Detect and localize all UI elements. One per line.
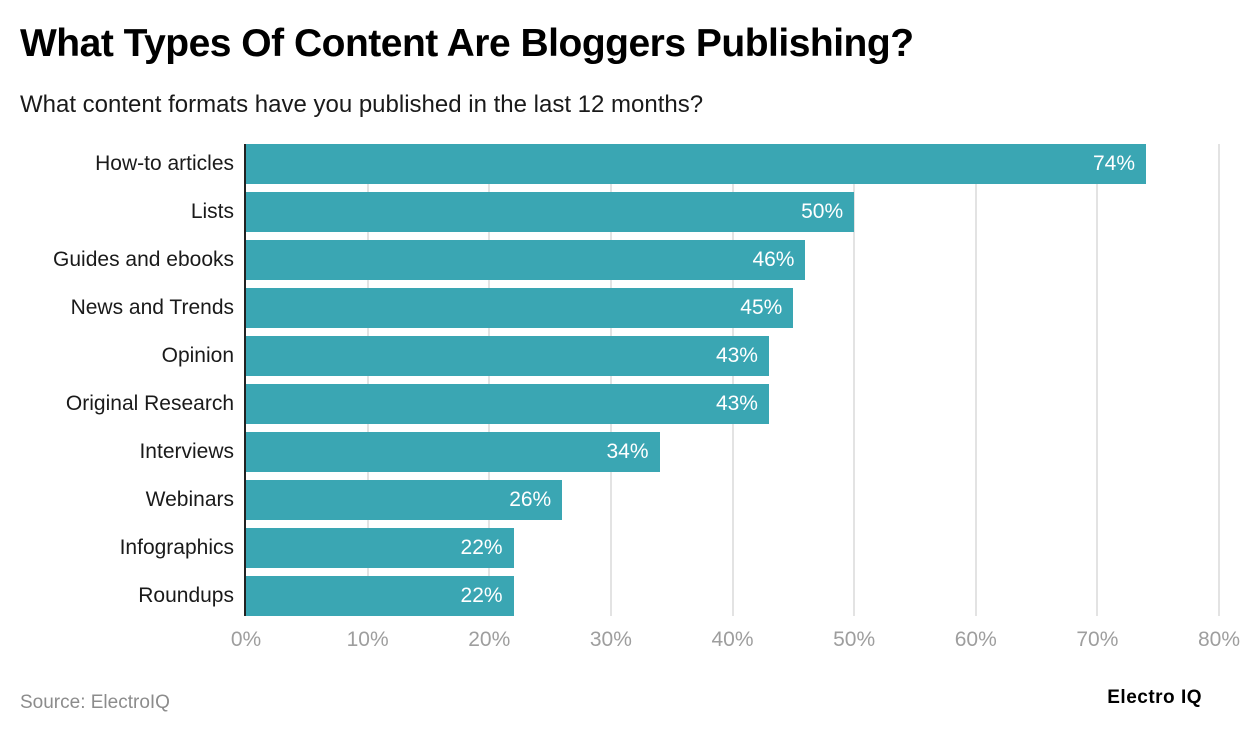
category-label: Opinion [161, 344, 234, 367]
gridline [1096, 144, 1099, 616]
gridline [974, 144, 977, 616]
chart-subtitle: What content formats have you published … [20, 91, 704, 118]
bar: 43% [246, 384, 769, 424]
x-tick-label: 0% [230, 628, 262, 651]
y-axis-line [244, 144, 246, 616]
value-label: 22% [460, 536, 503, 559]
plot-area: 0% 10% 20% 30% 40% 50% 60% 70% 80% How-to article… [53, 144, 1240, 651]
x-tick-label: 10% [346, 628, 389, 651]
bar: 22% [246, 576, 514, 616]
x-tick-label: 80% [1197, 628, 1240, 651]
category-label: Roundups [138, 584, 234, 607]
x-tick-label: 70% [1076, 628, 1119, 651]
brand-logo: Electro IQ [1107, 687, 1202, 708]
value-label: 50% [801, 200, 844, 223]
bar: 45% [246, 288, 794, 328]
value-label: 26% [509, 488, 552, 511]
bar: 26% [246, 480, 563, 520]
gridline [853, 144, 856, 616]
category-label: Webinars [145, 488, 234, 511]
x-tick-label: 40% [711, 628, 754, 651]
x-tick-label: 30% [589, 628, 632, 651]
bar: 43% [246, 336, 769, 376]
bar: 46% [246, 240, 806, 280]
category-label: News and Trends [70, 296, 234, 319]
gridline [609, 144, 612, 616]
source-note: Source: ElectroIQ [20, 692, 170, 713]
category-label: Original Research [65, 392, 234, 415]
value-label: 45% [740, 296, 783, 319]
chart-title: What Types Of Content Are Bloggers Publi… [20, 22, 914, 65]
value-label: 74% [1092, 152, 1136, 175]
value-label: 43% [715, 392, 758, 415]
x-tick-label: 50% [833, 628, 876, 651]
gridline [731, 144, 734, 616]
category-label: Interviews [139, 440, 234, 463]
category-label: How-to articles [95, 152, 234, 175]
gridline [488, 144, 491, 616]
gridline [366, 144, 369, 616]
value-label: 22% [460, 584, 503, 607]
category-label: Infographics [119, 536, 234, 559]
x-tick-label: 60% [954, 628, 997, 651]
x-tick-label: 20% [468, 628, 511, 651]
category-label: Guides and ebooks [53, 248, 234, 271]
value-label: 43% [715, 344, 758, 367]
value-label: 34% [606, 440, 649, 463]
bar: 22% [246, 528, 514, 568]
value-label: 46% [752, 248, 795, 271]
bar: 50% [246, 192, 855, 232]
gridline [1218, 144, 1220, 616]
category-label: Lists [190, 200, 234, 223]
bar: 34% [246, 432, 660, 472]
bar: 74% [246, 144, 1147, 184]
